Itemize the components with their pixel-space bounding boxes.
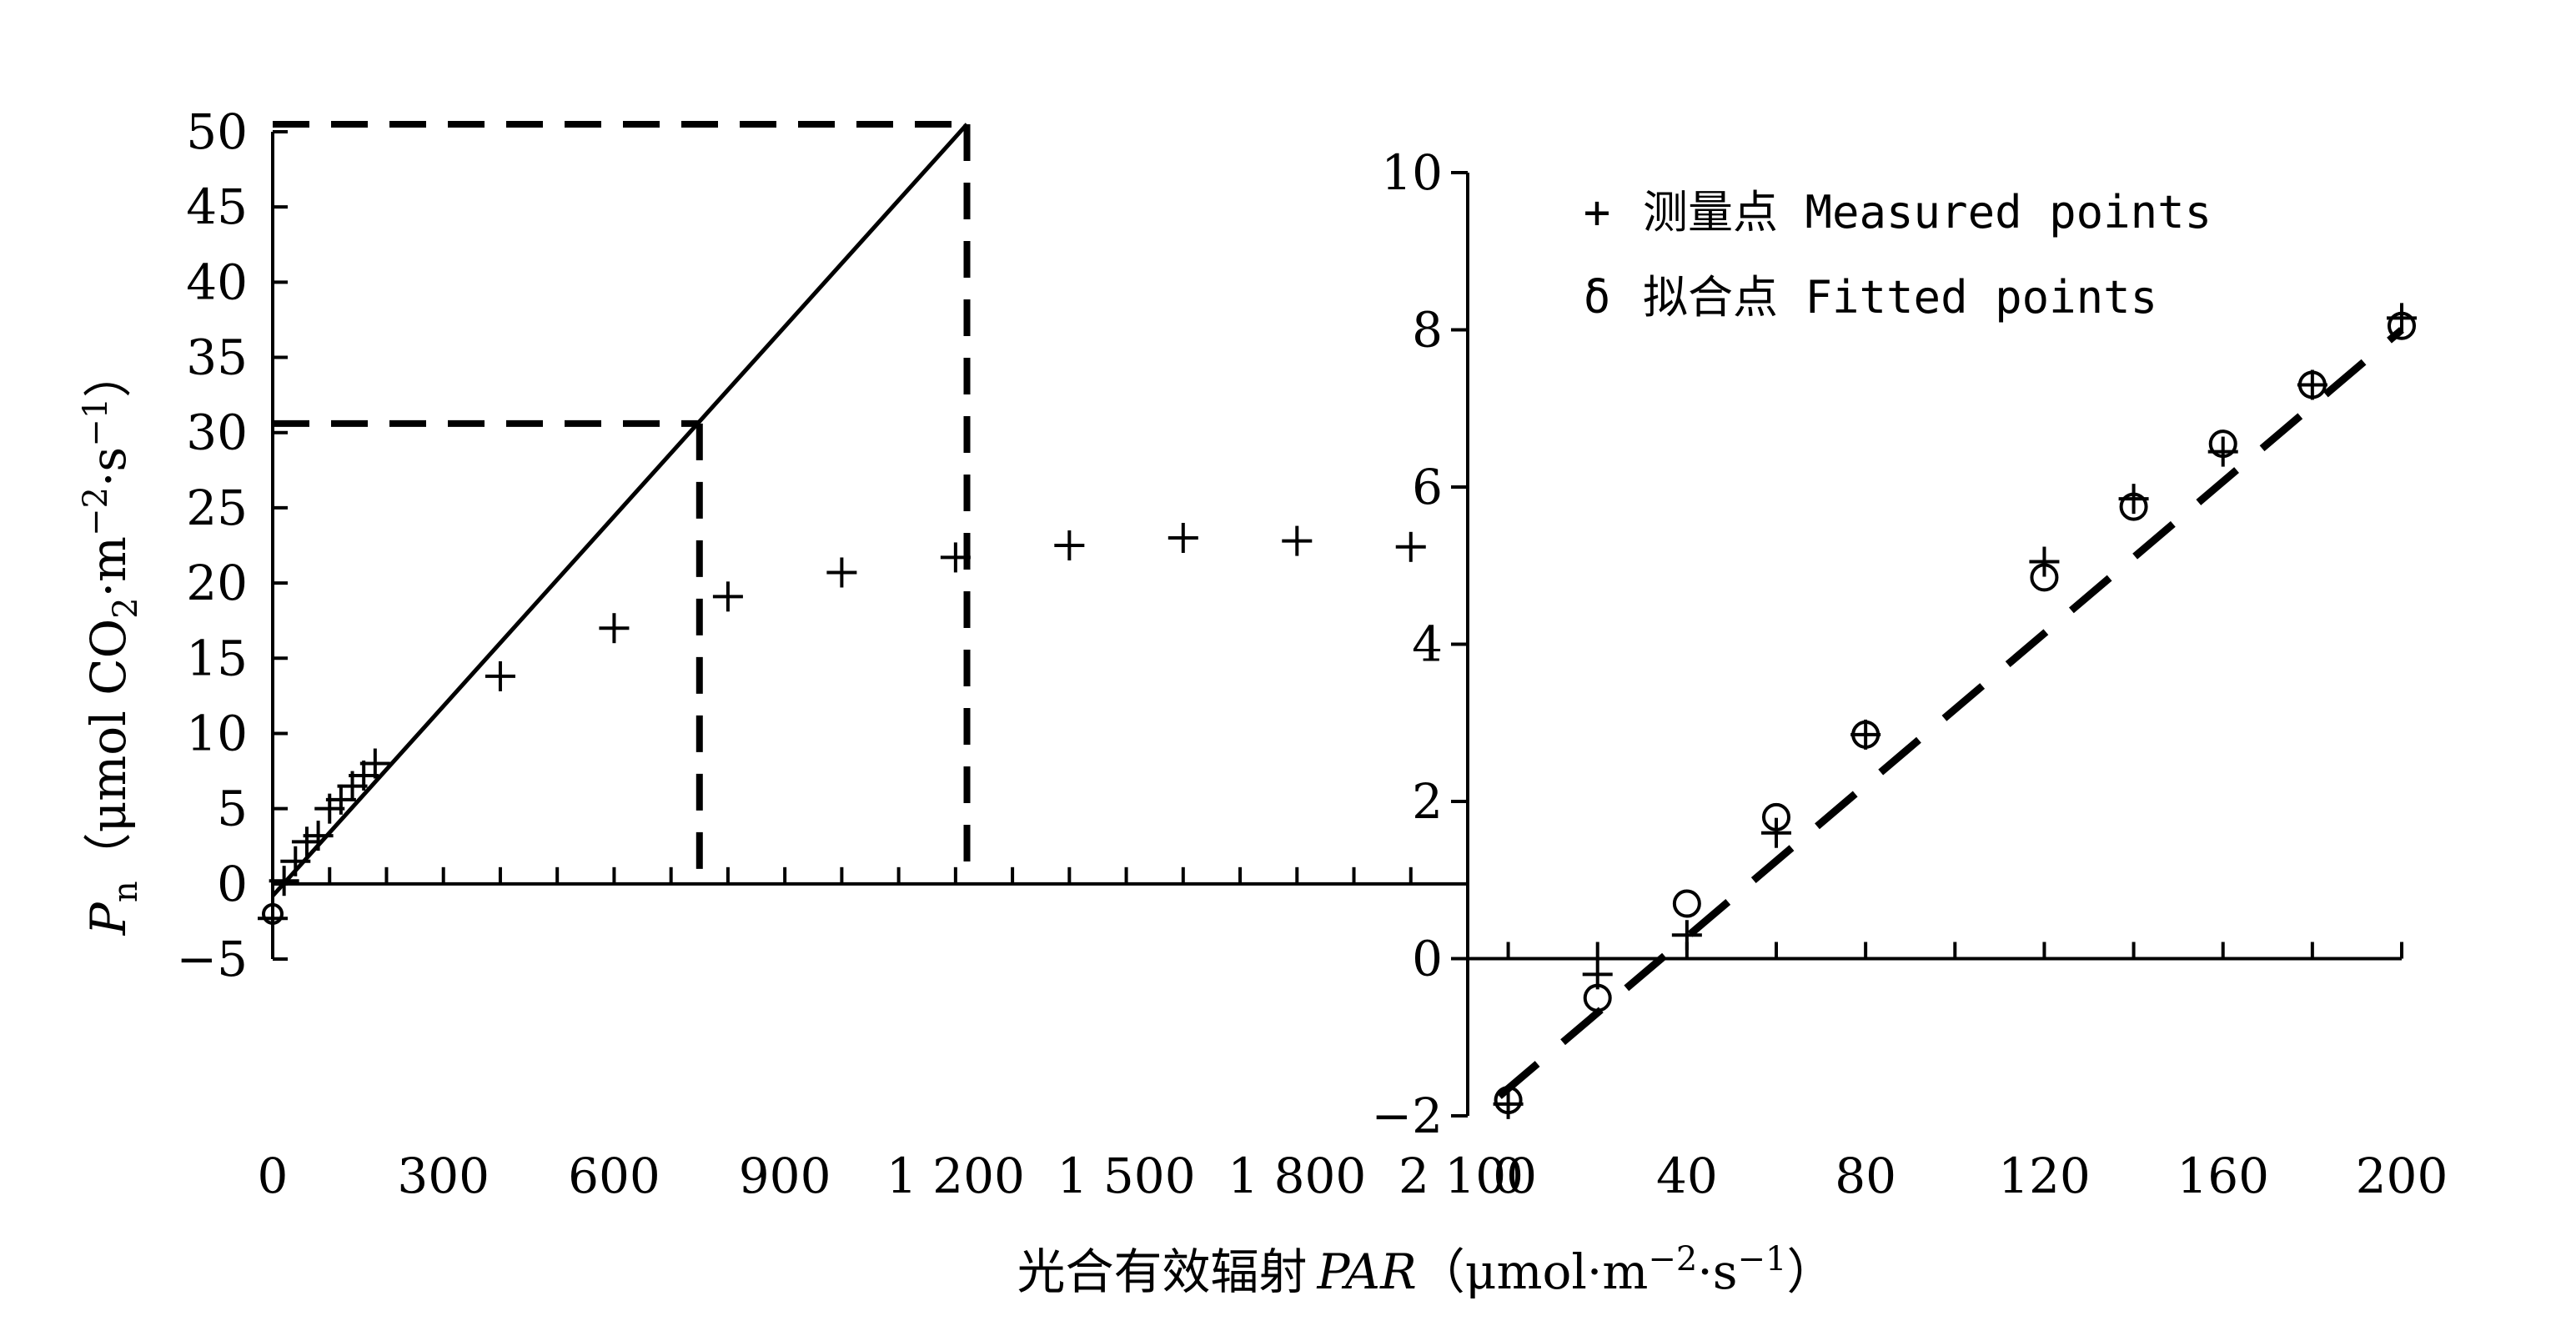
left-y-axis-title: Pn（μmol CO2·m−2·s−1） [77, 349, 145, 936]
legend-measured-symbol: + [1584, 186, 1611, 239]
right-y-tick-label: 4 [1412, 616, 1443, 673]
right-x-tick-label: 0 [1493, 1148, 1524, 1204]
right-x-tick-label: 160 [2177, 1148, 2269, 1204]
left-x-tick-label: 300 [397, 1148, 490, 1204]
right-y-tick-label: 6 [1412, 459, 1443, 515]
left-x-tick-label: 2 100 [1398, 1148, 1537, 1204]
legend-fitted-label: 拟合点 Fitted points [1643, 271, 2157, 324]
left-y-tick-label: 45 [186, 178, 248, 235]
right-measured-point [2029, 546, 2060, 577]
legend-measured-label: 测量点 Measured points [1643, 186, 2212, 239]
right-measured-point [1493, 1088, 1524, 1119]
left-measured-point [269, 866, 299, 897]
legend: + 测量点 Measured points δ 拟合点 Fitted points [1584, 186, 2212, 324]
left-y-tick-label: 30 [186, 404, 248, 461]
right-y-tick-label: 2 [1412, 773, 1443, 830]
right-y-tick-label: 10 [1381, 144, 1443, 201]
right-measured-point [2297, 369, 2327, 400]
x-axis-title: 光合有效辐射 PAR（μmol·m−2·s−1） [1017, 1240, 1835, 1300]
left-measured-point [826, 557, 857, 588]
left-x-tick-label: 1 200 [886, 1148, 1025, 1204]
left-x-tick-label: 0 [258, 1148, 289, 1204]
right-measured-point [1582, 959, 1613, 990]
right-x-tick-label: 120 [1998, 1148, 2091, 1204]
right-measured-point [1761, 817, 1791, 848]
right-measured-point [1850, 719, 1881, 750]
left-measured-point [258, 903, 288, 934]
left-measured-point [940, 542, 971, 573]
left-measured-point [303, 821, 334, 851]
right-x-tick-label: 80 [1835, 1148, 1896, 1204]
left-measured-point [359, 748, 390, 779]
right-fit-dashed-line [1496, 327, 2404, 1099]
left-fit-line [271, 123, 969, 897]
left-y-tick-label: 10 [186, 705, 248, 761]
left-measured-point [485, 660, 515, 691]
left-measured-point [712, 581, 743, 612]
right-panel: −2 0 2 4 6 8 10 0 40 80 120 160 200 + 测量点 Measured poi… [1372, 144, 2448, 1204]
right-y-tick-label: 8 [1412, 302, 1443, 359]
right-measured-point [2118, 484, 2149, 515]
left-y-tick-label: 35 [186, 329, 248, 386]
left-x-tick-label: 1 500 [1057, 1148, 1196, 1204]
left-x-tick-label: 1 800 [1228, 1148, 1366, 1204]
left-x-tick-label: 900 [739, 1148, 831, 1204]
right-measured-point [1671, 920, 1702, 951]
left-measured-point [1395, 531, 1426, 562]
right-y-tick-label: 0 [1412, 931, 1443, 987]
left-measured-point [599, 613, 630, 644]
left-y-tick-label: 25 [186, 480, 248, 536]
left-fitted-point [262, 902, 284, 925]
right-measured-point [2207, 436, 2238, 467]
left-y-tick-label: 0 [217, 856, 248, 912]
right-fitted-point [1672, 889, 1701, 918]
left-y-tick-label: 50 [186, 103, 248, 160]
right-y-tick-label: −2 [1372, 1087, 1444, 1144]
left-y-tick-label: −5 [177, 931, 249, 987]
right-x-tick-label: 40 [1656, 1148, 1718, 1204]
legend-fitted-symbol: δ [1584, 271, 1611, 324]
left-y-tick-label: 20 [186, 555, 248, 611]
left-measured-point [280, 846, 311, 876]
left-measured-point [1282, 525, 1313, 556]
right-x-tick-label: 200 [2356, 1148, 2448, 1204]
left-x-tick-label: 600 [568, 1148, 660, 1204]
right-measured-point [2387, 303, 2417, 334]
left-y-tick-label: 40 [186, 254, 248, 310]
left-measured-point [1167, 522, 1198, 553]
left-y-tick-label: 15 [186, 630, 248, 686]
left-measured-point [1054, 530, 1085, 560]
left-y-tick-label: 5 [217, 781, 248, 837]
